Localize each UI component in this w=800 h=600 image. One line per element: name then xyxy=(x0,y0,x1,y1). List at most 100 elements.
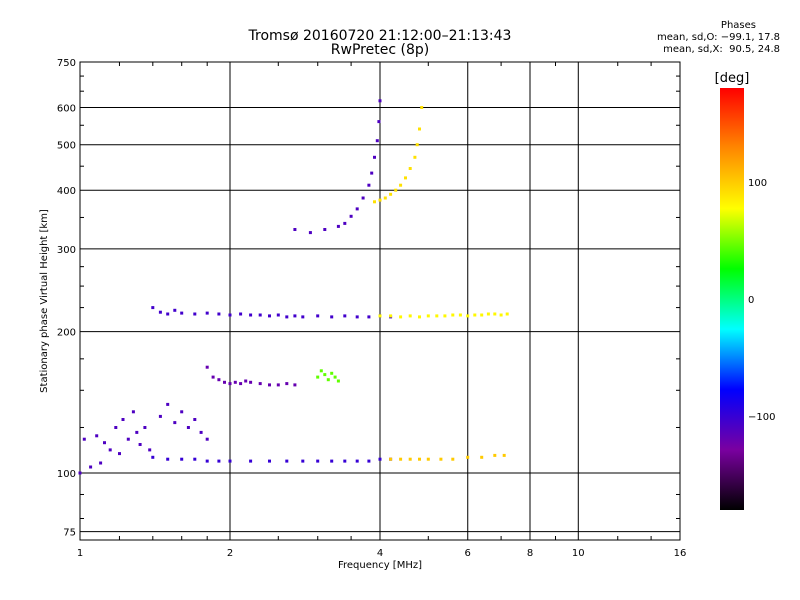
data-point xyxy=(426,314,430,318)
data-point xyxy=(180,311,184,315)
data-point xyxy=(258,313,262,317)
colorbar-tick-label: −100 xyxy=(748,412,775,423)
data-point xyxy=(276,383,280,387)
data-point xyxy=(151,306,155,310)
y-tick-label: 750 xyxy=(57,58,76,69)
data-point xyxy=(413,155,417,159)
data-point xyxy=(378,99,382,103)
data-point xyxy=(323,228,327,231)
data-point xyxy=(193,418,197,421)
data-point xyxy=(108,448,112,452)
data-point xyxy=(114,426,118,429)
data-point xyxy=(389,192,393,196)
data-point xyxy=(78,471,82,475)
chart-title: Tromsø 20160720 21:12:00–21:13:43 xyxy=(248,28,512,44)
data-point xyxy=(285,382,289,386)
data-point xyxy=(205,311,209,315)
data-point xyxy=(343,221,347,225)
data-point xyxy=(118,452,121,456)
data-point xyxy=(355,207,359,211)
data-point xyxy=(319,369,323,373)
data-point xyxy=(233,380,237,384)
data-point xyxy=(378,198,382,202)
phases-summary: Phases mean, sd,O: −99.1, 17.8 mean, sd,X:… xyxy=(657,20,780,56)
data-point xyxy=(244,379,248,383)
data-point xyxy=(435,314,439,318)
data-point xyxy=(199,430,203,434)
data-point xyxy=(408,314,412,318)
data-point xyxy=(166,312,170,316)
data-point xyxy=(239,382,243,386)
data-point xyxy=(103,441,106,445)
data-point xyxy=(330,459,334,463)
data-point xyxy=(420,106,424,109)
y-tick-label: 600 xyxy=(57,104,76,115)
data-point xyxy=(466,314,470,318)
data-point xyxy=(95,434,99,438)
data-point xyxy=(316,314,320,318)
data-point xyxy=(205,437,209,441)
data-point xyxy=(330,371,334,375)
data-point xyxy=(148,448,152,452)
data-point xyxy=(293,228,297,231)
data-point xyxy=(89,465,93,469)
data-point xyxy=(439,457,443,461)
data-point xyxy=(408,167,412,170)
data-point xyxy=(367,183,371,187)
data-point xyxy=(404,176,407,180)
phases-heading: Phases xyxy=(720,20,756,31)
data-point xyxy=(399,457,403,461)
x-tick-label: 6 xyxy=(465,548,471,559)
data-point xyxy=(394,188,398,192)
data-point xyxy=(166,402,170,406)
data-point xyxy=(205,365,209,369)
data-point xyxy=(293,314,297,318)
data-point xyxy=(330,315,334,319)
data-point xyxy=(301,459,305,463)
data-point xyxy=(336,379,340,383)
data-point xyxy=(499,313,503,317)
data-point xyxy=(211,375,215,379)
data-point xyxy=(415,143,419,147)
data-point xyxy=(349,214,353,218)
data-point xyxy=(375,139,379,143)
x-tick-label: 16 xyxy=(674,548,687,559)
data-point xyxy=(408,457,412,461)
data-point xyxy=(451,313,455,317)
data-point xyxy=(186,426,190,429)
data-point xyxy=(361,196,365,200)
colorbar-tick-label: 0 xyxy=(748,295,754,306)
y-tick-label: 100 xyxy=(57,469,76,480)
data-point xyxy=(158,414,162,418)
data-point xyxy=(276,313,280,317)
phases-line-o: mean, sd,O: −99.1, 17.8 xyxy=(657,32,780,43)
data-point xyxy=(493,453,497,457)
data-point xyxy=(138,443,142,446)
data-point xyxy=(451,457,455,461)
y-tick-label: 400 xyxy=(57,186,76,197)
data-point xyxy=(151,455,155,459)
y-tick-label: 300 xyxy=(57,245,76,256)
x-tick-label: 8 xyxy=(527,548,533,559)
data-point xyxy=(378,457,382,461)
data-point xyxy=(367,459,371,463)
data-point xyxy=(373,155,376,159)
data-point xyxy=(418,315,421,319)
data-point xyxy=(173,308,177,312)
data-point xyxy=(126,437,130,441)
y-tick-label: 200 xyxy=(57,328,76,339)
data-point xyxy=(285,459,289,463)
data-point xyxy=(301,315,305,319)
data-point xyxy=(193,457,197,461)
data-point xyxy=(143,426,147,429)
x-tick-label: 1 xyxy=(77,548,83,559)
data-point xyxy=(383,196,387,200)
data-point xyxy=(249,380,253,384)
data-point xyxy=(268,314,271,318)
data-point xyxy=(258,382,262,386)
data-point xyxy=(316,459,320,463)
data-point xyxy=(249,459,253,463)
data-point xyxy=(473,313,477,317)
chart-subtitle: RwPretec (8p) xyxy=(330,42,430,58)
x-tick-label: 10 xyxy=(572,548,585,559)
